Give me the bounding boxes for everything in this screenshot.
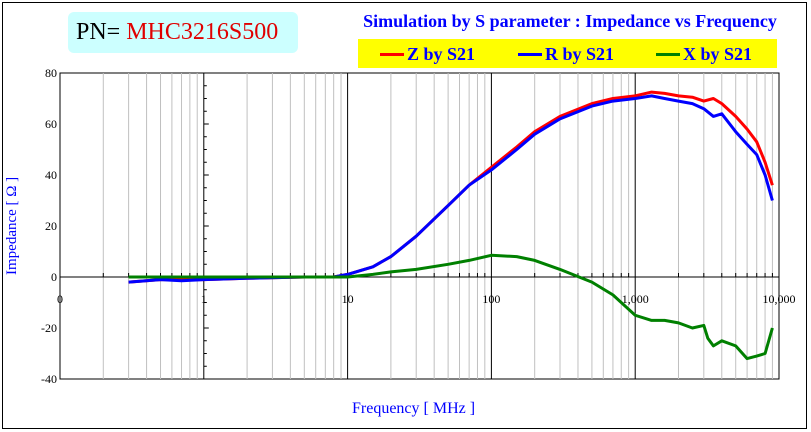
legend-label: Z by S21 — [407, 44, 476, 64]
x-axis-label: Frequency [ MHz ] — [352, 400, 476, 417]
part-number-box: PN= MHC3216S500 — [68, 12, 298, 53]
legend-swatch — [518, 53, 542, 56]
x-tick-label: 10 — [342, 292, 354, 306]
pn-value: MHC3216S500 — [126, 19, 279, 45]
y-axis-label: Impedance [ Ω ] — [4, 176, 20, 275]
legend-swatch — [656, 53, 680, 56]
pn-label: PN= — [76, 19, 121, 45]
x-tick-label: 100 — [482, 292, 500, 306]
legend: Z by S21 R by S21 X by S21 — [358, 39, 777, 68]
chart-title: Simulation by S parameter : Impedance vs… — [363, 11, 777, 31]
x-tick-label: 10,000 — [763, 292, 796, 306]
legend-label: R by S21 — [545, 44, 615, 64]
legend-item-z: Z by S21 — [380, 44, 475, 65]
y-tick-label: 60 — [45, 117, 57, 131]
legend-swatch — [380, 53, 404, 56]
legend-label: X by S21 — [683, 44, 753, 64]
x-tick-label: 1 — [201, 292, 207, 306]
y-tick-label: 20 — [45, 219, 57, 233]
legend-item-x: X by S21 — [656, 44, 752, 65]
y-tick-label: -40 — [41, 372, 57, 386]
y-tick-label: 0 — [51, 270, 57, 284]
x-tick-label: 0 — [57, 292, 63, 306]
series-line-x — [128, 253, 774, 361]
legend-item-r: R by S21 — [518, 44, 614, 65]
y-tick-label: -20 — [41, 321, 57, 335]
y-tick-label: 80 — [45, 66, 57, 80]
plot-border — [59, 72, 780, 380]
x-tick-label: 1,000 — [622, 292, 649, 306]
y-tick-label: 40 — [45, 168, 57, 182]
